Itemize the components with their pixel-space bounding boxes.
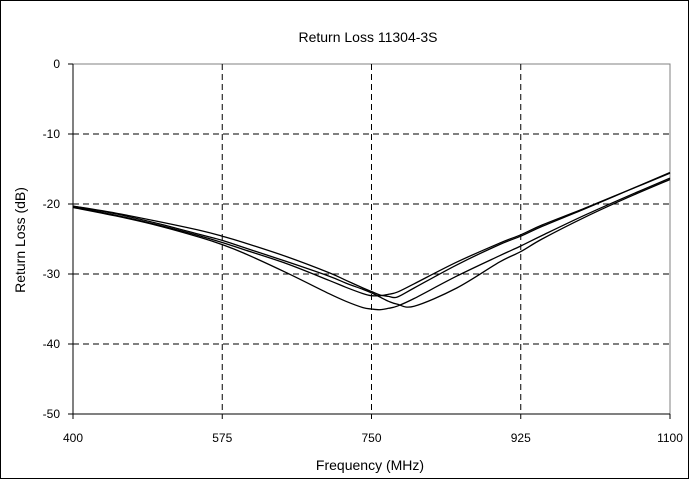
x-tick-label: 1100 bbox=[657, 431, 683, 445]
x-tick-label: 575 bbox=[212, 431, 232, 445]
series-line bbox=[72, 172, 671, 297]
series-line bbox=[72, 177, 671, 311]
series-line bbox=[72, 178, 671, 308]
x-tick-label: 400 bbox=[63, 431, 83, 445]
y-tick-label: 0 bbox=[53, 57, 60, 71]
y-tick-label: -40 bbox=[43, 337, 61, 351]
y-tick-label: -50 bbox=[43, 407, 61, 421]
chart-title: Return Loss 11304-3S bbox=[298, 29, 437, 45]
x-tick-label: 750 bbox=[361, 431, 381, 445]
y-tick-label: -20 bbox=[43, 197, 61, 211]
series-line bbox=[72, 171, 671, 299]
x-tick-label: 925 bbox=[511, 431, 531, 445]
y-axis-label: Return Loss (dB) bbox=[12, 187, 28, 293]
x-axis-label: Frequency (MHz) bbox=[316, 457, 424, 473]
y-tick-label: -10 bbox=[43, 127, 61, 141]
y-tick-label: -30 bbox=[43, 267, 61, 281]
